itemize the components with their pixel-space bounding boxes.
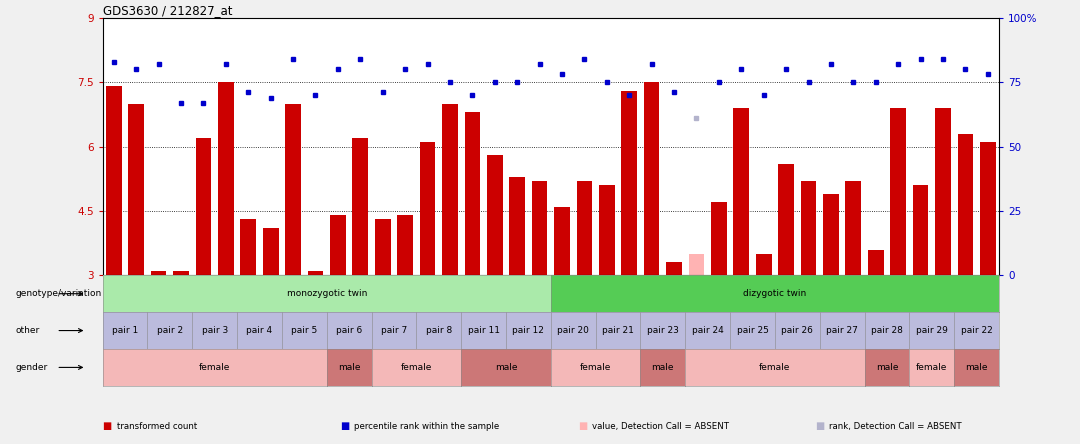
Bar (733, 108, 750, 275)
Bar (554, 206, 570, 275)
Bar (510, 177, 525, 275)
Text: pair 1: pair 1 (112, 326, 138, 335)
Bar (599, 185, 615, 275)
Text: pair 27: pair 27 (826, 326, 859, 335)
Bar (935, 108, 950, 275)
Bar (464, 112, 481, 275)
Bar (129, 103, 144, 275)
Text: pair 24: pair 24 (692, 326, 724, 335)
Bar (711, 202, 727, 275)
Text: pair 6: pair 6 (336, 326, 362, 335)
Text: rank, Detection Call = ABSENT: rank, Detection Call = ABSENT (829, 422, 962, 431)
Text: transformed count: transformed count (117, 422, 197, 431)
Text: other: other (15, 326, 40, 335)
Text: ■: ■ (340, 421, 350, 431)
Bar (330, 215, 346, 275)
Bar (285, 103, 301, 275)
Text: female: female (916, 363, 947, 372)
Bar (218, 82, 233, 275)
Text: pair 29: pair 29 (916, 326, 948, 335)
Text: percentile rank within the sample: percentile rank within the sample (354, 422, 499, 431)
Bar (442, 103, 458, 275)
Bar (195, 138, 212, 275)
Bar (375, 219, 391, 275)
Bar (151, 271, 166, 275)
Text: pair 28: pair 28 (870, 326, 903, 335)
Text: pair 20: pair 20 (557, 326, 590, 335)
Bar (644, 82, 660, 275)
Text: pair 11: pair 11 (468, 326, 500, 335)
Text: dizygotic twin: dizygotic twin (743, 289, 807, 298)
Text: male: male (966, 363, 988, 372)
Bar (823, 194, 839, 275)
Text: monozygotic twin: monozygotic twin (286, 289, 367, 298)
Bar (913, 185, 929, 275)
Text: genotype/variation: genotype/variation (15, 289, 102, 298)
Text: pair 7: pair 7 (381, 326, 407, 335)
Bar (487, 155, 502, 275)
Text: female: female (759, 363, 791, 372)
Bar (958, 134, 973, 275)
Bar (890, 108, 906, 275)
Bar (308, 271, 323, 275)
Text: pair 8: pair 8 (426, 326, 451, 335)
Bar (241, 219, 256, 275)
Text: male: male (338, 363, 361, 372)
Text: ■: ■ (103, 421, 112, 431)
Text: pair 22: pair 22 (961, 326, 993, 335)
Text: pair 3: pair 3 (202, 326, 228, 335)
Text: pair 2: pair 2 (157, 326, 183, 335)
Text: pair 25: pair 25 (737, 326, 769, 335)
Text: value, Detection Call = ABSENT: value, Detection Call = ABSENT (592, 422, 729, 431)
Bar (980, 142, 996, 275)
Bar (689, 254, 704, 275)
Bar (531, 181, 548, 275)
Text: pair 26: pair 26 (781, 326, 813, 335)
Bar (756, 254, 771, 275)
Bar (779, 164, 794, 275)
Bar (621, 91, 637, 275)
Bar (666, 262, 681, 275)
Bar (262, 228, 279, 275)
Bar (106, 87, 122, 275)
Text: female: female (580, 363, 611, 372)
Bar (846, 181, 861, 275)
Bar (868, 250, 883, 275)
Bar (420, 142, 435, 275)
Text: ■: ■ (815, 421, 825, 431)
Text: female: female (199, 363, 230, 372)
Text: pair 12: pair 12 (512, 326, 544, 335)
Text: GDS3630 / 212827_at: GDS3630 / 212827_at (103, 4, 232, 16)
Text: pair 23: pair 23 (647, 326, 679, 335)
Text: male: male (876, 363, 899, 372)
Bar (352, 138, 368, 275)
Text: female: female (401, 363, 432, 372)
Text: male: male (651, 363, 674, 372)
Bar (800, 181, 816, 275)
Text: pair 4: pair 4 (246, 326, 272, 335)
Text: ■: ■ (578, 421, 588, 431)
Bar (577, 181, 592, 275)
Text: pair 21: pair 21 (602, 326, 634, 335)
Text: male: male (495, 363, 517, 372)
Bar (397, 215, 413, 275)
Bar (173, 271, 189, 275)
Text: pair 5: pair 5 (292, 326, 318, 335)
Text: gender: gender (15, 363, 48, 372)
